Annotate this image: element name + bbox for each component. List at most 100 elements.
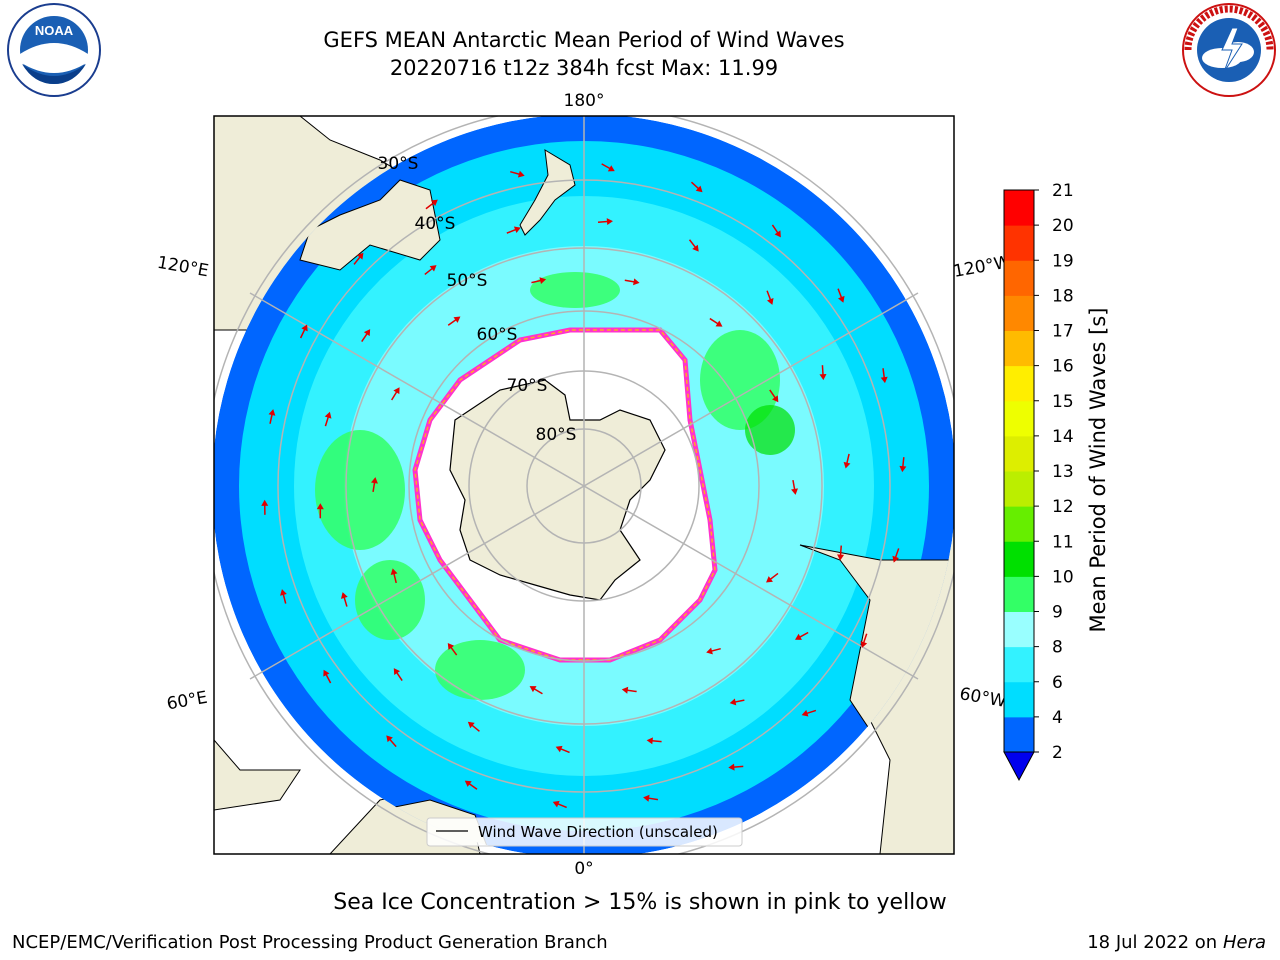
map-title: GEFS MEAN Antarctic Mean Period of Wind … xyxy=(323,28,845,52)
nws-logo xyxy=(1182,3,1276,97)
colorbar-segment xyxy=(1004,506,1034,542)
wind-direction-arrow xyxy=(261,499,269,515)
wind-direction-arrow xyxy=(601,163,615,172)
wind-direction-arrow xyxy=(597,218,613,226)
colorbar-segment xyxy=(1004,716,1034,753)
colorbar-tick-label: 20 xyxy=(1052,216,1074,236)
branch-credit: NCEP/EMC/Verification Post Processing Pr… xyxy=(12,932,608,953)
colorbar-tick-label: 16 xyxy=(1052,357,1074,377)
colorbar-segment xyxy=(1004,541,1034,577)
wind-direction-arrow xyxy=(268,409,276,424)
wind-direction-arrow xyxy=(324,411,332,427)
wind-direction-arrow xyxy=(769,389,779,403)
lat-label-40s: 40°S xyxy=(415,214,456,234)
wind-direction-arrow xyxy=(728,763,744,771)
wind-direction-arrow xyxy=(899,457,907,473)
colorbar-segment xyxy=(1004,471,1034,507)
colorbar-tick-label: 15 xyxy=(1052,392,1074,412)
wind-direction-arrow xyxy=(340,592,348,607)
wind-direction-arrow xyxy=(391,387,400,401)
lon-label-120e: 120°E xyxy=(156,253,210,282)
wind-direction-arrow xyxy=(447,642,458,656)
colorbar-tick-label: 18 xyxy=(1052,286,1074,306)
wind-direction-arrow xyxy=(843,453,851,469)
wind-direction-arrow xyxy=(316,503,324,519)
colorbar-segment xyxy=(1004,225,1034,261)
wind-direction-arrow xyxy=(510,170,525,178)
lat-label-60s: 60°S xyxy=(477,325,518,345)
colorbar-tick-label: 4 xyxy=(1052,708,1063,728)
lon-label-0: 0° xyxy=(574,859,593,879)
lat-label-70s: 70°S xyxy=(507,376,548,396)
graticule xyxy=(214,116,954,854)
wind-direction-arrow xyxy=(552,800,567,809)
wind-direction-arrow xyxy=(801,709,817,717)
colorbar-tick-label: 14 xyxy=(1052,427,1074,447)
wind-direction-arrow xyxy=(555,745,570,754)
wind-direction-arrow xyxy=(688,239,699,252)
wind-direction-arrow xyxy=(709,317,723,327)
wind-direction-arrow xyxy=(819,365,827,381)
wind-direction-arrow xyxy=(424,265,437,276)
wind-direction-arrow xyxy=(860,633,868,648)
wind-direction-arrow xyxy=(323,669,332,684)
wind-direction-arrow xyxy=(643,794,659,802)
colorbar-tick-label: 19 xyxy=(1052,251,1074,271)
wind-direction-arrow xyxy=(425,199,438,210)
green-patch-west xyxy=(315,430,405,550)
new-zealand-land xyxy=(519,149,576,236)
lon-label-120w: 120°W xyxy=(952,252,1013,282)
lon-label-60w: 60°W xyxy=(958,684,1008,712)
wind-direction-arrow xyxy=(690,181,703,193)
wind-arrows xyxy=(261,163,907,809)
colorbar-segment xyxy=(1004,681,1034,718)
lat-label-80s: 80°S xyxy=(536,425,577,445)
wind-direction-arrow xyxy=(529,686,543,695)
wind-direction-arrow xyxy=(393,668,403,682)
lon-label-60e: 60°E xyxy=(165,688,209,715)
wind-direction-arrow xyxy=(531,277,547,285)
colorbar-segment xyxy=(1004,260,1034,296)
wind-direction-arrow xyxy=(706,647,721,655)
wind-direction-arrow xyxy=(299,324,308,339)
wind-direction-arrow xyxy=(892,548,900,563)
colorbar-segment xyxy=(1004,190,1034,226)
colorbar-tick-label: 17 xyxy=(1052,322,1074,342)
wind-direction-arrow xyxy=(795,631,809,640)
outer-corner xyxy=(860,116,954,250)
map-frame xyxy=(213,115,955,855)
wind-direction-arrow xyxy=(729,698,745,706)
lat-label-30s: 30°S xyxy=(378,154,419,174)
wind-direction-arrow xyxy=(624,278,640,286)
green-patch-east xyxy=(700,330,780,430)
wind-direction-arrow xyxy=(771,224,781,238)
wind-direction-arrow xyxy=(766,572,779,583)
colorbar-tick-label: 10 xyxy=(1052,567,1074,587)
colorbar-tick-label: 2 xyxy=(1052,743,1063,763)
wind-direction-arrow xyxy=(467,721,480,732)
green-patch-east-dark xyxy=(745,405,795,455)
colorbar-segment xyxy=(1004,646,1034,683)
noaa-logo: NOAA xyxy=(7,3,101,97)
wind-direction-arrow xyxy=(506,226,521,234)
date-stamp: 18 Jul 2022 on Hera xyxy=(1087,932,1266,953)
colorbar-tick-label: 8 xyxy=(1052,638,1063,658)
colorbar-tick-label: 13 xyxy=(1052,462,1074,482)
wind-direction-arrow xyxy=(447,316,461,326)
wind-direction-arrow xyxy=(791,479,798,495)
green-patch-north xyxy=(530,272,620,308)
colorbar-tick-label: 6 xyxy=(1052,673,1063,693)
wind-direction-arrow xyxy=(837,545,845,561)
wind-direction-arrow xyxy=(361,329,371,342)
colorbar-segment xyxy=(1004,576,1034,612)
noaa-logo-text: NOAA xyxy=(35,23,74,38)
colorbar-tick-label: 12 xyxy=(1052,497,1074,517)
colorbar-segment xyxy=(1004,295,1034,331)
colorbar-segment xyxy=(1004,330,1034,367)
colorbar-extend-arrow xyxy=(1003,751,1035,782)
australia-coast xyxy=(299,179,441,271)
wind-direction-arrow xyxy=(353,252,364,265)
colorbar-segment xyxy=(1004,365,1034,402)
colorbar-segment xyxy=(1004,435,1034,472)
